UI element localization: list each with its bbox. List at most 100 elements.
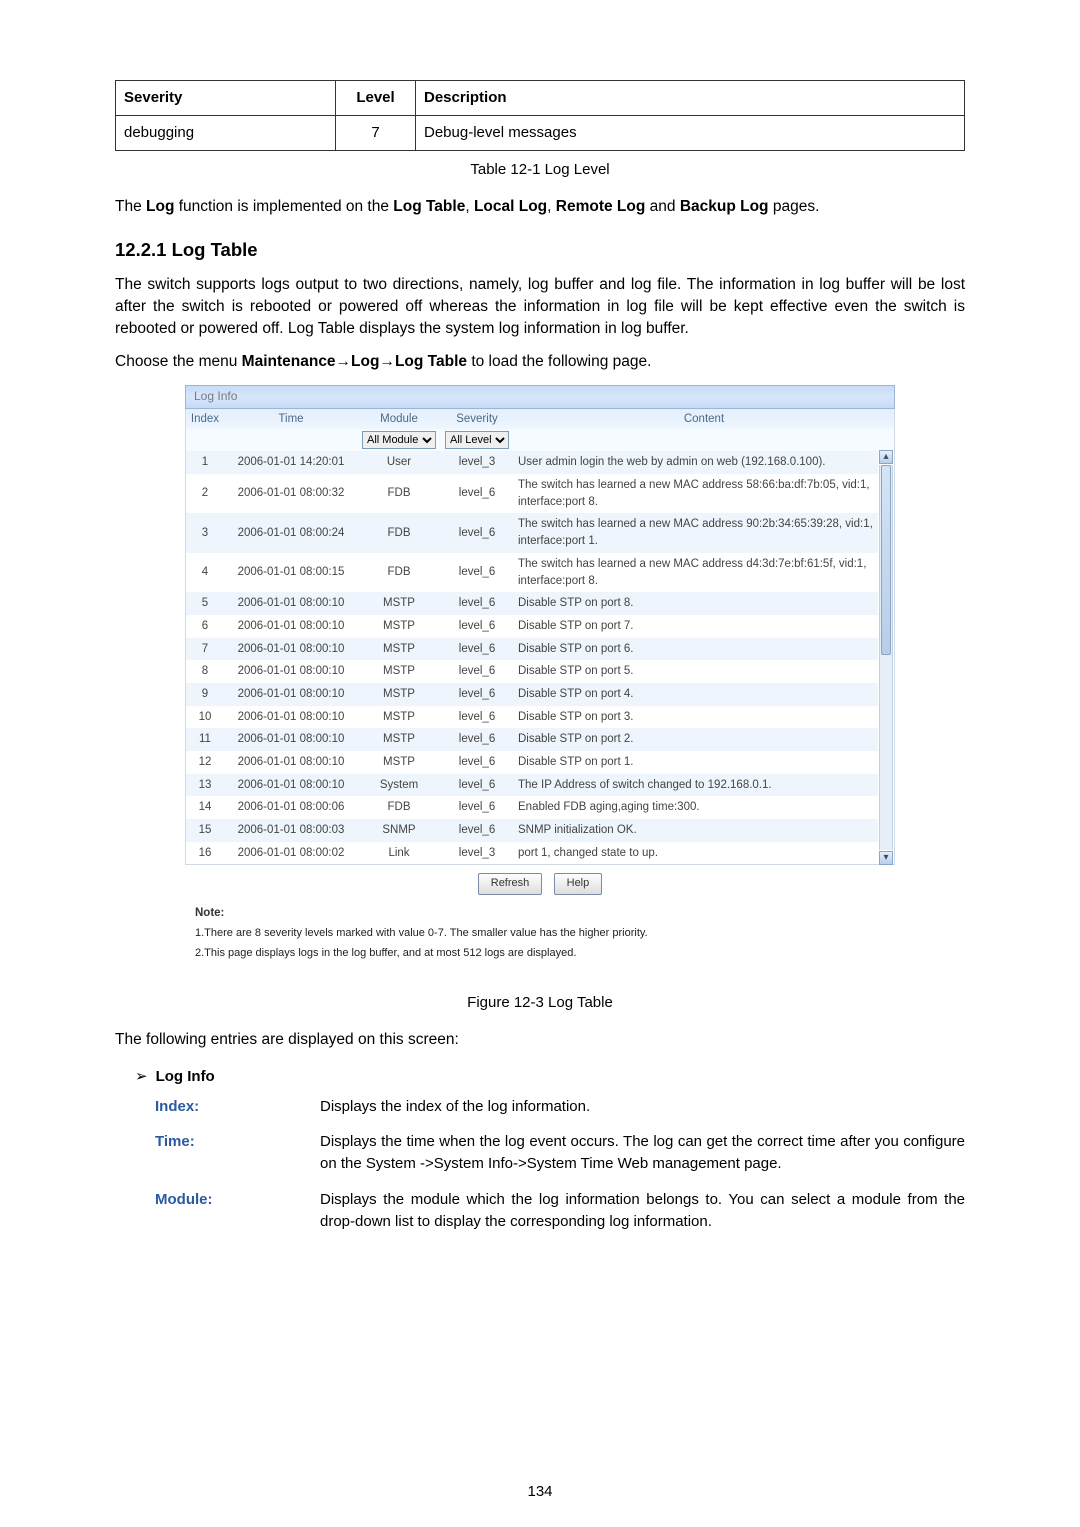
- cell-index: 2: [186, 474, 224, 513]
- text: and: [645, 198, 679, 215]
- severity-table: Severity Level Description debugging 7 D…: [115, 80, 965, 151]
- def-desc-time: Displays the time when the log event occ…: [320, 1131, 965, 1175]
- severity-header-level: Level: [336, 81, 416, 116]
- cell-index: 7: [186, 638, 224, 661]
- note-line-2: 2.This page displays logs in the log buf…: [195, 946, 895, 962]
- scroll-up-icon[interactable]: ▴: [879, 450, 893, 464]
- cell-level: 7: [336, 115, 416, 150]
- cell-content: User admin login the web by admin on web…: [514, 451, 878, 474]
- cell-time: 2006-01-01 08:00:06: [224, 796, 358, 819]
- cell-time: 2006-01-01 08:00:32: [224, 474, 358, 513]
- cell-severity: level_6: [440, 513, 514, 552]
- cell-index: 15: [186, 819, 224, 842]
- cell-time: 2006-01-01 08:00:10: [224, 638, 358, 661]
- intro-paragraph: The Log function is implemented on the L…: [115, 196, 965, 218]
- col-time: Time: [224, 409, 358, 430]
- cell-content: Disable STP on port 7.: [514, 615, 878, 638]
- table-row: 42006-01-01 08:00:15FDBlevel_6The switch…: [186, 553, 878, 592]
- cell-severity: level_6: [440, 660, 514, 683]
- cell-content: The switch has learned a new MAC address…: [514, 474, 878, 513]
- cell-index: 4: [186, 553, 224, 592]
- cell-index: 6: [186, 615, 224, 638]
- cell-severity: level_6: [440, 728, 514, 751]
- level-filter-select[interactable]: All Level: [445, 431, 509, 449]
- table-row: 62006-01-01 08:00:10MSTPlevel_6Disable S…: [186, 615, 878, 638]
- refresh-button[interactable]: Refresh: [478, 873, 543, 895]
- table-row: 22006-01-01 08:00:32FDBlevel_6The switch…: [186, 474, 878, 513]
- cell-content: Disable STP on port 6.: [514, 638, 878, 661]
- table-caption: Table 12-1 Log Level: [115, 159, 965, 181]
- page-number: 134: [0, 1481, 1080, 1503]
- log-info-bullet: Log Info: [135, 1066, 965, 1088]
- def-term-module: Module:: [155, 1189, 320, 1233]
- cell-index: 11: [186, 728, 224, 751]
- cell-index: 13: [186, 774, 224, 797]
- text-bold: Log: [146, 198, 174, 215]
- cell-time: 2006-01-01 08:00:15: [224, 553, 358, 592]
- cell-module: MSTP: [358, 638, 440, 661]
- table-row: 112006-01-01 08:00:10MSTPlevel_6Disable …: [186, 728, 878, 751]
- module-filter-select[interactable]: All Module: [362, 431, 436, 449]
- cell-content: Disable STP on port 5.: [514, 660, 878, 683]
- def-time: Time: Displays the time when the log eve…: [155, 1131, 965, 1175]
- cell-index: 16: [186, 842, 224, 865]
- table-row: debugging 7 Debug-level messages: [116, 115, 965, 150]
- cell-index: 9: [186, 683, 224, 706]
- table-row: 142006-01-01 08:00:06FDBlevel_6Enabled F…: [186, 796, 878, 819]
- cell-content: port 1, changed state to up.: [514, 842, 878, 865]
- scrollbar-track[interactable]: [879, 465, 893, 850]
- cell-index: 8: [186, 660, 224, 683]
- note-line-1: 1.There are 8 severity levels marked wit…: [195, 926, 895, 942]
- table-row: 32006-01-01 08:00:24FDBlevel_6The switch…: [186, 513, 878, 552]
- cell-time: 2006-01-01 08:00:02: [224, 842, 358, 865]
- cell-module: FDB: [358, 474, 440, 513]
- cell-module: MSTP: [358, 706, 440, 729]
- cell-module: System: [358, 774, 440, 797]
- cell-content: Disable STP on port 3.: [514, 706, 878, 729]
- text: Choose the menu: [115, 353, 242, 370]
- cell-severity: level_6: [440, 796, 514, 819]
- table-row: 72006-01-01 08:00:10MSTPlevel_6Disable S…: [186, 638, 878, 661]
- cell-index: 12: [186, 751, 224, 774]
- section-heading: 12.2.1 Log Table: [115, 237, 965, 264]
- cell-time: 2006-01-01 08:00:24: [224, 513, 358, 552]
- text: function is implemented on the: [174, 198, 393, 215]
- def-term-time: Time:: [155, 1131, 320, 1175]
- text: ,: [547, 198, 556, 215]
- cell-time: 2006-01-01 08:00:10: [224, 615, 358, 638]
- text-bold: Backup Log: [680, 198, 769, 215]
- cell-content: The switch has learned a new MAC address…: [514, 553, 878, 592]
- cell-module: MSTP: [358, 751, 440, 774]
- text: to load the following page.: [467, 353, 651, 370]
- log-rows-container: ▴ ▾ 12006-01-01 14:20:01Userlevel_3User …: [186, 451, 894, 864]
- def-desc-module: Displays the module which the log inform…: [320, 1189, 965, 1233]
- filter-row: All Module All Level: [185, 429, 895, 451]
- cell-module: FDB: [358, 513, 440, 552]
- button-row: Refresh Help: [185, 873, 895, 895]
- scroll-down-icon[interactable]: ▾: [879, 851, 893, 865]
- scrollbar-thumb[interactable]: [881, 465, 891, 655]
- cell-content: Disable STP on port 2.: [514, 728, 878, 751]
- def-desc-index: Displays the index of the log informatio…: [320, 1096, 965, 1118]
- log-table-header: Index Time Module Severity Content: [185, 409, 895, 430]
- table-row: 12006-01-01 14:20:01Userlevel_3User admi…: [186, 451, 878, 474]
- cell-time: 2006-01-01 08:00:10: [224, 683, 358, 706]
- cell-index: 1: [186, 451, 224, 474]
- cell-time: 2006-01-01 08:00:10: [224, 751, 358, 774]
- help-button[interactable]: Help: [554, 873, 603, 895]
- log-table-paragraph: The switch supports logs output to two d…: [115, 274, 965, 341]
- note-heading: Note:: [195, 905, 895, 922]
- cell-time: 2006-01-01 08:00:10: [224, 774, 358, 797]
- cell-time: 2006-01-01 08:00:03: [224, 819, 358, 842]
- table-row: 122006-01-01 08:00:10MSTPlevel_6Disable …: [186, 751, 878, 774]
- log-info-screenshot: Log Info Index Time Module Severity Cont…: [185, 385, 895, 961]
- cell-content: Disable STP on port 8.: [514, 592, 878, 615]
- def-term-index: Index:: [155, 1096, 320, 1118]
- severity-header-description: Description: [416, 81, 965, 116]
- text: pages.: [769, 198, 820, 215]
- cell-module: MSTP: [358, 615, 440, 638]
- cell-severity: level_6: [440, 706, 514, 729]
- severity-header-severity: Severity: [116, 81, 336, 116]
- cell-content: Disable STP on port 4.: [514, 683, 878, 706]
- cell-index: 14: [186, 796, 224, 819]
